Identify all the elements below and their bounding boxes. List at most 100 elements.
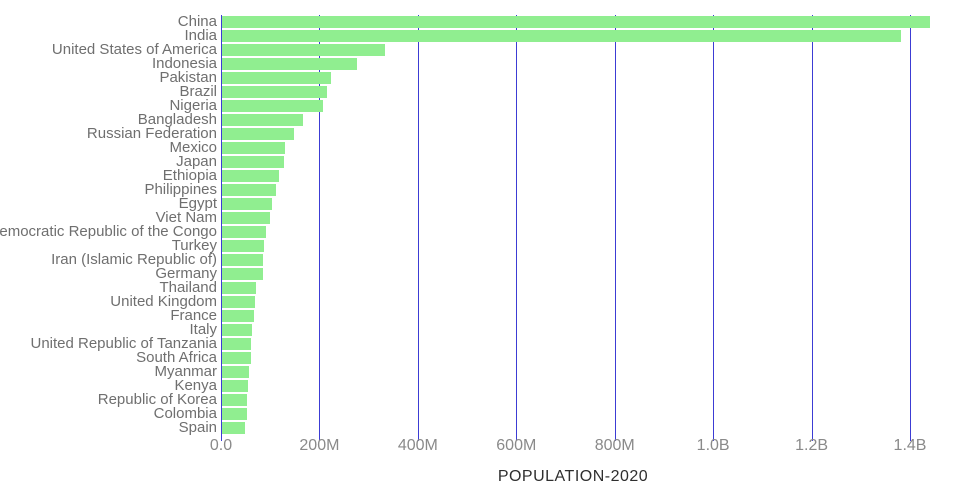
bar-Egypt bbox=[222, 198, 273, 210]
gridline-0.0 bbox=[221, 15, 222, 441]
category-label: Spain bbox=[178, 421, 217, 435]
bar-Germany bbox=[222, 268, 264, 280]
category-label: Democratic Republic of the Congo bbox=[0, 225, 217, 239]
bar-Nigeria bbox=[222, 100, 324, 112]
category-label-row: Japan bbox=[0, 155, 217, 169]
category-label-row: Colombia bbox=[0, 407, 217, 421]
category-label-row: Viet Nam bbox=[0, 211, 217, 225]
bar-Bangladesh bbox=[222, 114, 304, 126]
category-label-row: United States of America bbox=[0, 43, 217, 57]
bar-Ethiopia bbox=[222, 170, 279, 182]
bar-Mexico bbox=[222, 142, 286, 154]
x-tick-label: 600M bbox=[496, 437, 537, 454]
category-label: South Africa bbox=[136, 351, 217, 365]
bar-Iran (Islamic Republic of) bbox=[222, 254, 264, 266]
category-label-row: Russian Federation bbox=[0, 127, 217, 141]
category-label-row: Kenya bbox=[0, 379, 217, 393]
category-label-row: Ethiopia bbox=[0, 169, 217, 183]
category-label-row: Germany bbox=[0, 267, 217, 281]
category-label-row: Republic of Korea bbox=[0, 393, 217, 407]
x-tick-label: 0.0 bbox=[209, 437, 233, 454]
category-label: France bbox=[170, 309, 217, 323]
category-label: Colombia bbox=[153, 407, 217, 421]
bar-Italy bbox=[222, 324, 252, 336]
gridline-600M bbox=[516, 15, 518, 441]
bar-India bbox=[222, 30, 902, 42]
category-label-row: United Kingdom bbox=[0, 295, 217, 309]
category-label: Mexico bbox=[169, 141, 217, 155]
category-label: Italy bbox=[189, 323, 217, 337]
bar-Brazil bbox=[222, 86, 327, 98]
category-label: United States of America bbox=[51, 43, 217, 57]
bar-Colombia bbox=[222, 408, 248, 420]
category-label: Viet Nam bbox=[155, 211, 217, 225]
category-label: Egypt bbox=[178, 197, 217, 211]
bar-Spain bbox=[222, 422, 245, 434]
bar-Russian Federation bbox=[222, 128, 294, 140]
category-label: China bbox=[177, 15, 217, 29]
bar-South Africa bbox=[222, 352, 252, 364]
x-axis-title: POPULATION-2020 bbox=[497, 468, 649, 485]
category-label-row: Iran (Islamic Republic of) bbox=[0, 253, 217, 267]
category-label-row: France bbox=[0, 309, 217, 323]
category-label-row: Egypt bbox=[0, 197, 217, 211]
gridline-1.2B bbox=[811, 15, 813, 441]
x-tick-label: 800M bbox=[594, 437, 635, 454]
category-label: United Kingdom bbox=[110, 295, 217, 309]
category-label-row: United Republic of Tanzania bbox=[0, 337, 217, 351]
category-label-row: Spain bbox=[0, 421, 217, 435]
gridline-800M bbox=[614, 15, 616, 441]
category-label-row: Bangladesh bbox=[0, 113, 217, 127]
category-label: Philippines bbox=[144, 183, 217, 197]
category-labels: China India United States of America Indone… bbox=[0, 15, 217, 435]
x-tick-label: 200M bbox=[299, 437, 340, 454]
gridline-1.0B bbox=[713, 15, 715, 441]
category-label-row: Turkey bbox=[0, 239, 217, 253]
category-label: India bbox=[184, 29, 217, 43]
category-label: Japan bbox=[176, 155, 217, 169]
bar-United States of America bbox=[222, 44, 385, 56]
category-label-row: Mexico bbox=[0, 141, 217, 155]
bar-France bbox=[222, 310, 255, 322]
category-label: Pakistan bbox=[159, 71, 217, 85]
category-label-row: South Africa bbox=[0, 351, 217, 365]
category-label: Thailand bbox=[159, 281, 217, 295]
category-label: Germany bbox=[155, 267, 217, 281]
bar-Kenya bbox=[222, 380, 249, 392]
category-label: Indonesia bbox=[151, 57, 217, 71]
category-label-row: Nigeria bbox=[0, 99, 217, 113]
category-label: United Republic of Tanzania bbox=[30, 337, 217, 351]
category-label: Turkey bbox=[171, 239, 217, 253]
gridline-200M bbox=[319, 15, 321, 441]
category-label: Iran (Islamic Republic of) bbox=[51, 253, 217, 267]
category-label-row: Brazil bbox=[0, 85, 217, 99]
category-label: Ethiopia bbox=[162, 169, 217, 183]
category-label-row: Philippines bbox=[0, 183, 217, 197]
category-label: Kenya bbox=[174, 379, 217, 393]
plot-area bbox=[221, 15, 960, 441]
category-label: Republic of Korea bbox=[97, 393, 217, 407]
category-label-row: China bbox=[0, 15, 217, 29]
bar-United Republic of Tanzania bbox=[222, 338, 252, 350]
gridline-1.4B bbox=[910, 15, 911, 441]
category-label-row: Indonesia bbox=[0, 57, 217, 71]
bar-Democratic Republic of the Congo bbox=[222, 226, 267, 238]
x-tick-label: 1.0B bbox=[696, 437, 730, 454]
category-label: Myanmar bbox=[154, 365, 217, 379]
category-label: Russian Federation bbox=[86, 127, 217, 141]
bar-Pakistan bbox=[222, 72, 331, 84]
x-tick-label: 400M bbox=[397, 437, 438, 454]
bar-Viet Nam bbox=[222, 212, 270, 224]
category-label-row: Pakistan bbox=[0, 71, 217, 85]
category-label-row: Thailand bbox=[0, 281, 217, 295]
bar-United Kingdom bbox=[222, 296, 256, 308]
bar-Philippines bbox=[222, 184, 276, 196]
category-label: Brazil bbox=[179, 85, 217, 99]
category-label-row: Democratic Republic of the Congo bbox=[0, 225, 217, 239]
category-label: Nigeria bbox=[169, 99, 217, 113]
bar-Thailand bbox=[222, 282, 257, 294]
bar-Turkey bbox=[222, 240, 264, 252]
category-label-row: Italy bbox=[0, 323, 217, 337]
bar-Myanmar bbox=[222, 366, 249, 378]
